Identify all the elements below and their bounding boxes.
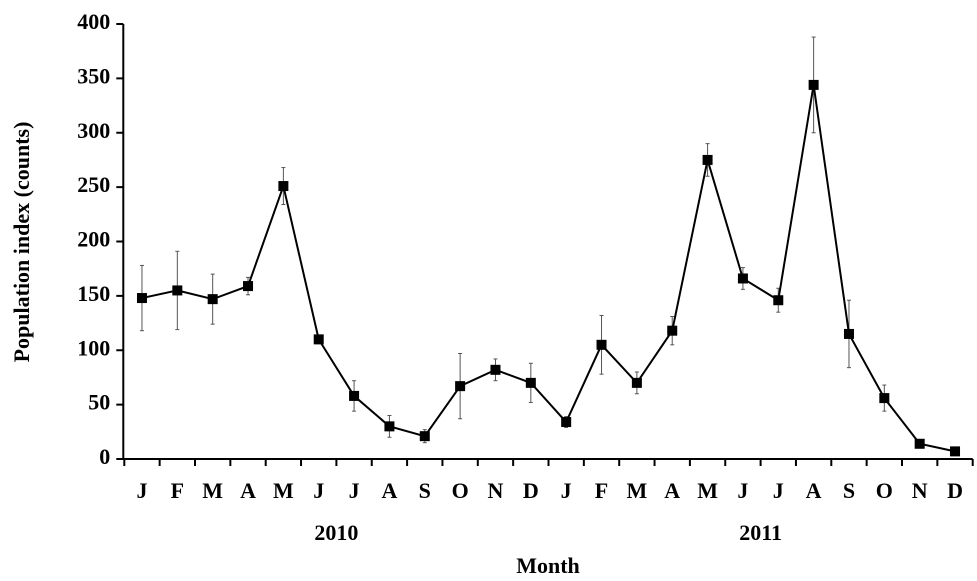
y-tick-label: 200 — [77, 227, 110, 252]
data-point — [384, 421, 395, 432]
x-tick-label: M — [202, 478, 223, 503]
y-tick-label: 250 — [77, 172, 110, 197]
data-point — [596, 339, 607, 350]
y-tick-label: 400 — [77, 9, 110, 34]
x-tick-label: A — [806, 478, 822, 503]
x-tick-label: D — [523, 478, 539, 503]
y-tick-label: 0 — [99, 444, 110, 469]
data-point — [525, 377, 536, 388]
data-point — [561, 417, 572, 428]
x-tick-label: A — [664, 478, 680, 503]
x-tick-label: M — [273, 478, 294, 503]
data-point — [773, 295, 784, 306]
x-tick-label: J — [737, 478, 748, 503]
x-tick-label: D — [947, 478, 963, 503]
data-point — [136, 293, 147, 304]
x-tick-label: J — [313, 478, 324, 503]
data-point — [455, 381, 466, 392]
data-point — [667, 325, 678, 336]
y-tick-label: 100 — [77, 335, 110, 360]
data-point — [207, 294, 218, 305]
data-point — [349, 390, 360, 401]
data-point — [843, 328, 854, 339]
data-point — [631, 377, 642, 388]
y-tick-label: 350 — [77, 63, 110, 88]
x-tick-label: F — [595, 478, 608, 503]
y-tick-label: 300 — [77, 118, 110, 143]
data-point — [490, 364, 501, 375]
y-tick-label: 150 — [77, 281, 110, 306]
data-point — [914, 438, 925, 449]
y-axis-label: Population index (counts) — [9, 122, 34, 363]
x-tick-label: J — [136, 478, 147, 503]
x-axis-label: Month — [516, 553, 580, 578]
x-tick-label: A — [240, 478, 256, 503]
x-tick-label: F — [171, 478, 184, 503]
x-tick-label: S — [419, 478, 431, 503]
data-point — [879, 393, 890, 404]
data-point — [313, 334, 324, 345]
data-point — [950, 446, 961, 457]
data-point — [419, 431, 430, 442]
data-point — [243, 281, 254, 292]
data-line — [141, 84, 956, 453]
data-point — [808, 79, 819, 90]
x-tick-label: S — [843, 478, 855, 503]
year-label: 2010 — [314, 520, 358, 545]
y-tick-label: 50 — [88, 390, 110, 415]
x-tick-label: J — [561, 478, 572, 503]
year-label: 2011 — [739, 520, 782, 545]
x-tick-label: M — [626, 478, 647, 503]
x-tick-label: M — [697, 478, 718, 503]
data-point — [737, 273, 748, 284]
x-tick-label: J — [773, 478, 784, 503]
x-tick-label: O — [452, 478, 469, 503]
data-point — [172, 285, 183, 296]
x-tick-label: J — [349, 478, 360, 503]
x-tick-label: O — [876, 478, 893, 503]
data-point — [702, 154, 713, 165]
x-tick-label: N — [912, 478, 928, 503]
x-tick-label: N — [488, 478, 504, 503]
data-point — [278, 181, 289, 192]
x-tick-label: A — [381, 478, 397, 503]
